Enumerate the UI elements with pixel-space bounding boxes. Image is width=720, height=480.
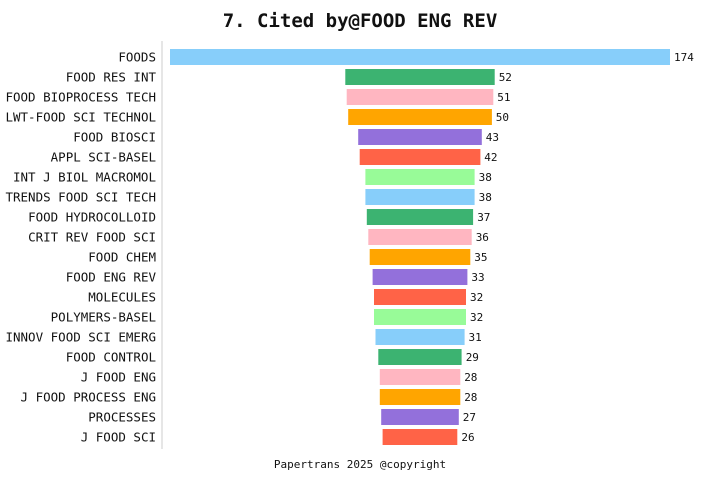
value-label: 29 [466, 351, 479, 364]
value-label: 26 [461, 431, 474, 444]
category-label: FOOD RES INT [66, 70, 157, 85]
value-label: 37 [477, 211, 490, 224]
value-label: 52 [499, 71, 512, 84]
bar-15 [375, 329, 465, 345]
category-label: FOOD CHEM [88, 250, 156, 265]
value-label: 43 [486, 131, 499, 144]
category-label: INT J BIOL MACROMOL [13, 170, 156, 185]
bar-1 [170, 49, 670, 65]
category-label: J FOOD ENG [81, 370, 156, 385]
value-label: 28 [464, 371, 477, 384]
bar-3 [346, 89, 494, 105]
bar-13 [374, 289, 466, 305]
category-label: TRENDS FOOD SCI TECH [5, 190, 156, 205]
value-label: 174 [674, 51, 694, 64]
value-label: 27 [463, 411, 476, 424]
bar-4 [348, 109, 492, 125]
value-label: 50 [496, 111, 509, 124]
value-label: 36 [476, 231, 489, 244]
category-label: FOOD BIOPROCESS TECH [5, 90, 156, 105]
category-label: CRIT REV FOOD SCI [28, 230, 156, 245]
category-label: FOOD BIOSCI [73, 130, 156, 145]
category-label: FOOD CONTROL [66, 350, 156, 365]
value-label: 31 [469, 331, 482, 344]
value-label: 38 [479, 191, 492, 204]
value-label: 32 [470, 291, 483, 304]
category-label: APPL SCI-BASEL [51, 150, 156, 165]
bar-2 [345, 69, 495, 85]
category-label: FOODS [118, 50, 156, 65]
bar-16 [378, 349, 462, 365]
value-label: 35 [474, 251, 487, 264]
bar-19 [381, 409, 459, 425]
category-label: POLYMERS-BASEL [51, 310, 156, 325]
category-label: J FOOD SCI [81, 430, 156, 445]
bar-8 [365, 189, 475, 205]
value-label: 38 [479, 171, 492, 184]
category-label: J FOOD PROCESS ENG [21, 390, 156, 405]
value-label: 33 [471, 271, 484, 284]
category-label: INNOV FOOD SCI EMERG [5, 330, 156, 345]
bar-9 [366, 209, 474, 225]
category-label: FOOD ENG REV [66, 270, 157, 285]
value-label: 28 [464, 391, 477, 404]
category-label: LWT-FOOD SCI TECHNOL [5, 110, 156, 125]
bar-20 [382, 429, 458, 445]
value-label: 42 [484, 151, 497, 164]
bar-7 [365, 169, 475, 185]
bar-17 [379, 369, 461, 385]
bar-10 [368, 229, 472, 245]
category-label: PROCESSES [88, 410, 156, 425]
bar-12 [372, 269, 468, 285]
category-label: MOLECULES [88, 290, 156, 305]
value-label: 51 [497, 91, 510, 104]
bar-14 [374, 309, 466, 325]
bar-18 [379, 389, 461, 405]
bar-5 [358, 129, 482, 145]
chart-footer: Papertrans 2025 @copyright [273, 458, 447, 471]
chart-title: 7. Cited by@FOOD ENG REV [222, 10, 498, 32]
bar-11 [369, 249, 471, 265]
bar-6 [359, 149, 481, 165]
value-label: 32 [470, 311, 483, 324]
category-label: FOOD HYDROCOLLOID [28, 210, 156, 225]
